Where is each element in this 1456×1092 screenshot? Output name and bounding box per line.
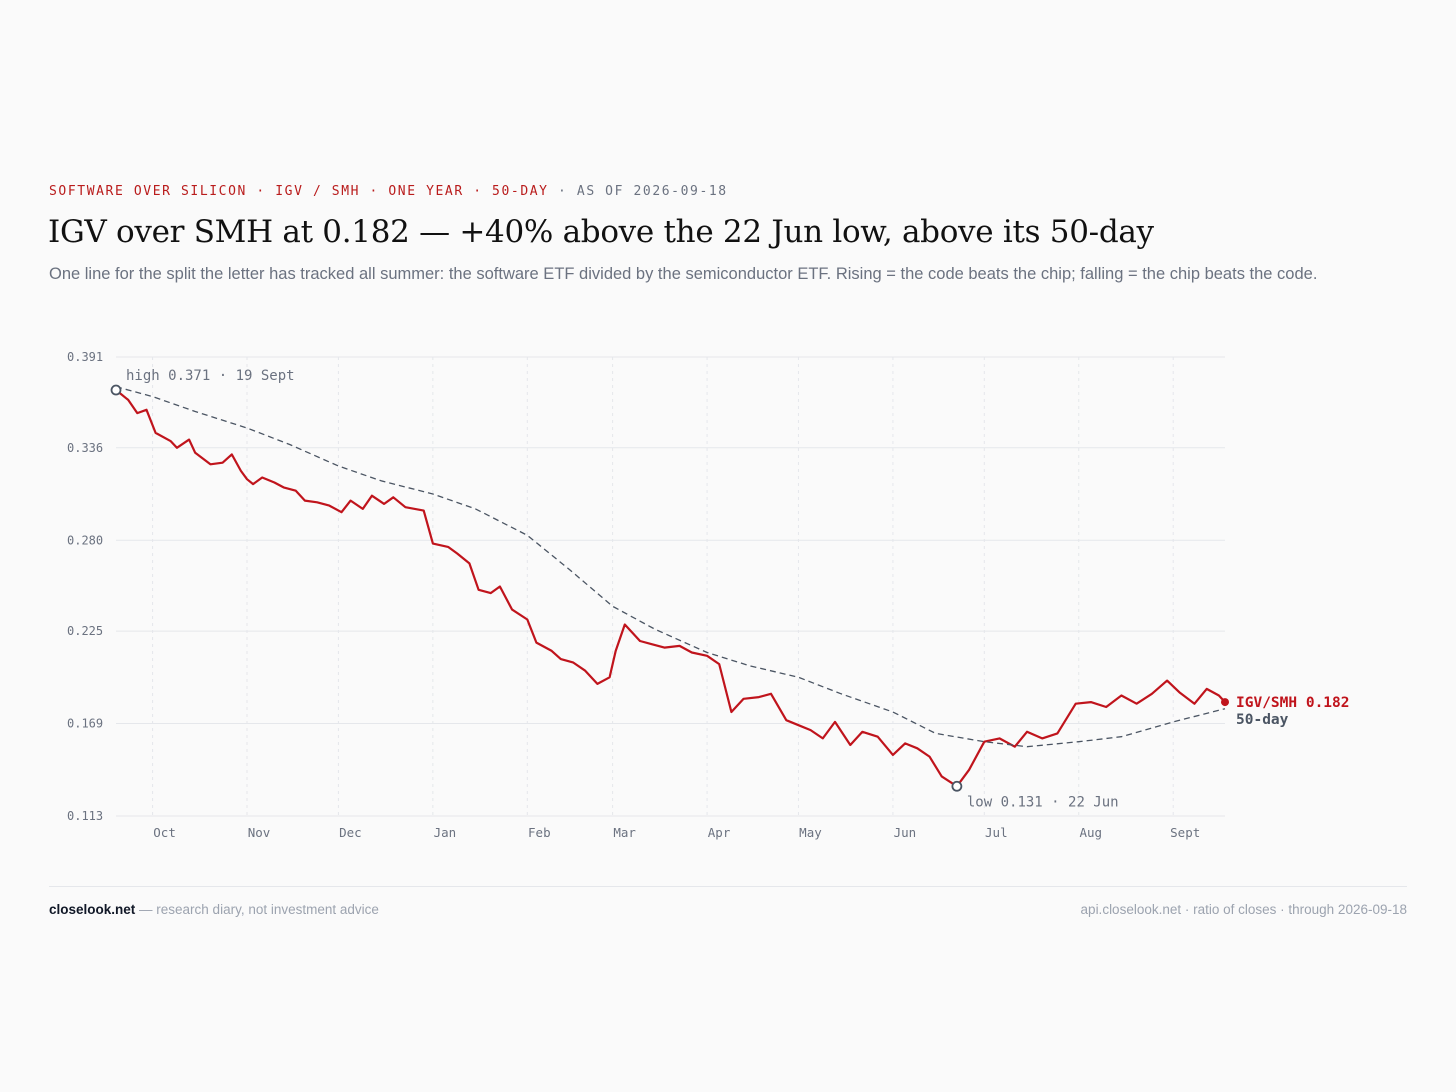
footer-divider bbox=[49, 886, 1407, 887]
kicker-separator: · bbox=[548, 184, 577, 199]
ratio-end-dot bbox=[1221, 698, 1229, 707]
y-tick-label: 0.225 bbox=[67, 624, 103, 638]
y-tick-label: 0.169 bbox=[67, 717, 103, 731]
high-marker bbox=[110, 384, 122, 396]
x-tick-label: Apr bbox=[708, 825, 731, 840]
x-tick-label: Jul bbox=[985, 825, 1008, 840]
x-tick-label: Oct bbox=[153, 825, 176, 840]
high-annotation-label: high 0.371 · 19 Sept bbox=[126, 368, 295, 384]
x-tick-label: Aug bbox=[1079, 825, 1102, 840]
x-tick-label: Sept bbox=[1170, 825, 1200, 840]
footer-left: closelook.net — research diary, not inve… bbox=[49, 902, 379, 917]
x-tick-label: Jan bbox=[434, 825, 457, 840]
x-tick-label: Feb bbox=[528, 825, 551, 840]
kicker: SOFTWARE OVER SILICON · IGV / SMH · ONE … bbox=[49, 184, 728, 199]
ma-end-label: 50-day bbox=[1236, 712, 1289, 728]
x-tick-label: Mar bbox=[613, 825, 636, 840]
footer-brand: closelook.net bbox=[49, 902, 136, 917]
ratio-chart: 0.391 0.336 0.280 0.225 0.169 0.113 Oct Nov Dec J… bbox=[67, 350, 1350, 840]
low-annotation-label: low 0.131 · 22 Jun bbox=[967, 794, 1119, 810]
y-tick-label: 0.280 bbox=[67, 533, 103, 547]
x-tick-label: Nov bbox=[248, 825, 271, 840]
x-tick-label: Jun bbox=[894, 825, 917, 840]
x-tick-label: Dec bbox=[339, 825, 362, 840]
ma-50-day-line bbox=[115, 386, 1226, 748]
kicker-main: SOFTWARE OVER SILICON · IGV / SMH · ONE … bbox=[49, 184, 549, 199]
footer-tagline: — research diary, not investment advice bbox=[135, 902, 379, 917]
y-tick-label: 0.336 bbox=[67, 441, 103, 455]
ratio-line bbox=[115, 389, 1226, 788]
kicker-date: AS OF 2026-09-18 bbox=[576, 184, 728, 199]
low-marker bbox=[951, 780, 963, 792]
chart-subtitle: One line for the split the letter has tr… bbox=[49, 265, 1318, 283]
x-tick-label: May bbox=[799, 825, 822, 840]
y-tick-label: 0.391 bbox=[67, 350, 103, 364]
chart-title: IGV over SMH at 0.182 — +40% above the 2… bbox=[48, 214, 1154, 250]
footer-source: api.closelook.net · ratio of closes · th… bbox=[1080, 902, 1407, 917]
ratio-end-label: IGV/SMH 0.182 bbox=[1236, 695, 1350, 711]
y-tick-label: 0.113 bbox=[67, 809, 103, 823]
